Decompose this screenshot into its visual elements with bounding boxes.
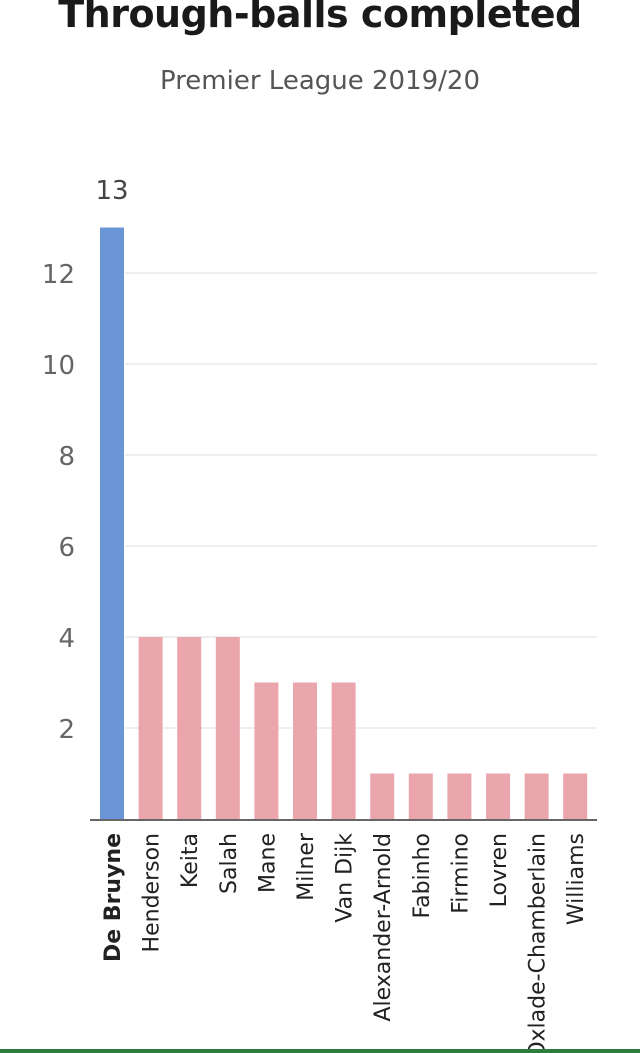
bar-williams: [563, 773, 588, 819]
gridlines: [125, 272, 597, 729]
x-tick-label: Oxlade-Chamberlain: [526, 833, 551, 1053]
chart-title: Through-balls completed: [58, 0, 582, 36]
x-tick-label: Lovren: [487, 833, 512, 907]
y-tick-label: 8: [58, 442, 75, 472]
x-tick-label: Salah: [217, 833, 242, 894]
x-tick-label: Keita: [178, 833, 203, 888]
x-tick-label: De Bruyne: [101, 833, 126, 962]
bar-de-bruyne: [100, 227, 124, 819]
x-tick-label: Henderson: [140, 833, 165, 952]
bar-lovren: [486, 773, 510, 819]
x-axis-labels: De Bruyne Henderson Keita Salah Mane Milner Va…: [101, 832, 589, 1053]
bar-alexander-arnold: [370, 773, 395, 819]
y-tick-label: 12: [42, 260, 75, 290]
x-tick-label: Mane: [255, 833, 280, 893]
bar-firmino: [447, 773, 472, 819]
bar-mane: [254, 682, 279, 819]
x-tick-label: Firmino: [448, 833, 473, 914]
bars: [100, 227, 588, 819]
y-tick-label: 4: [58, 624, 75, 654]
annotations: 13: [95, 176, 128, 206]
x-tick-label: Milner: [294, 832, 319, 901]
x-tick-label: Alexander-Arnold: [371, 833, 396, 1022]
x-tick-label: Williams: [564, 833, 589, 925]
bar-van-dijk: [331, 682, 356, 819]
x-tick-label: Fabinho: [410, 833, 435, 919]
chart-subtitle: Premier League 2019/20: [159, 66, 481, 96]
highlight-value-label: 13: [95, 176, 128, 206]
bar-salah: [215, 637, 240, 819]
bar-milner: [293, 682, 317, 819]
bottom-rule: [0, 1049, 640, 1053]
bar-fabinho: [408, 773, 433, 819]
y-tick-label: 2: [58, 715, 75, 745]
bar-henderson: [138, 637, 163, 819]
x-tick-label: Van Dijk: [333, 833, 358, 923]
y-tick-label: 10: [42, 351, 75, 381]
bar-keita: [177, 637, 202, 819]
y-tick-label: 6: [58, 533, 75, 563]
y-axis-ticks: 2 4 6 8 10 12: [42, 260, 75, 745]
bar-oxlade-chamberlain: [524, 773, 549, 819]
